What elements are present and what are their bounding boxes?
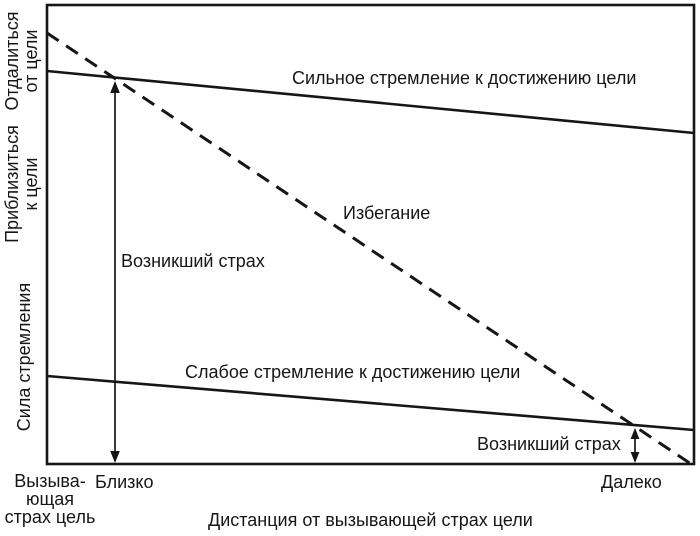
avoidance-line-label: Избегание (343, 203, 431, 223)
arrow-up-icon (630, 428, 640, 439)
fear-arrow-far (630, 428, 640, 463)
strong-approach-line-label: Сильное стремление к достижению цели (292, 68, 637, 88)
fear-annotation-near: Возникший страх (121, 251, 265, 271)
arrow-down-icon (630, 452, 640, 463)
plot-frame (45, 3, 696, 466)
y-axis-label-approach: Приблизиться к цели (2, 125, 41, 243)
y-axis-label-away: Отдалиться от цели (2, 11, 41, 111)
fear-arrow-near (110, 81, 120, 463)
weak-approach-line-label: Слабое стремление к достижению цели (185, 362, 521, 382)
weak-approach-line (46, 374, 695, 432)
arrow-up-icon (110, 81, 120, 93)
arrow-down-icon (110, 451, 120, 463)
strong-approach-line (46, 69, 695, 135)
y-axis-label-strength: Сила стремления (14, 282, 34, 432)
avoidance-dashed-line (46, 31, 692, 466)
x-axis-title: Дистанция от вызывающей страх цели (208, 510, 533, 530)
fear-annotation-far: Возникший страх (477, 434, 621, 454)
x-axis-label-far: Далеко (601, 472, 662, 492)
x-axis-label-near: Близко (95, 472, 154, 492)
x-axis-label-origin: Вызыва- ющая страх цель (4, 471, 96, 527)
